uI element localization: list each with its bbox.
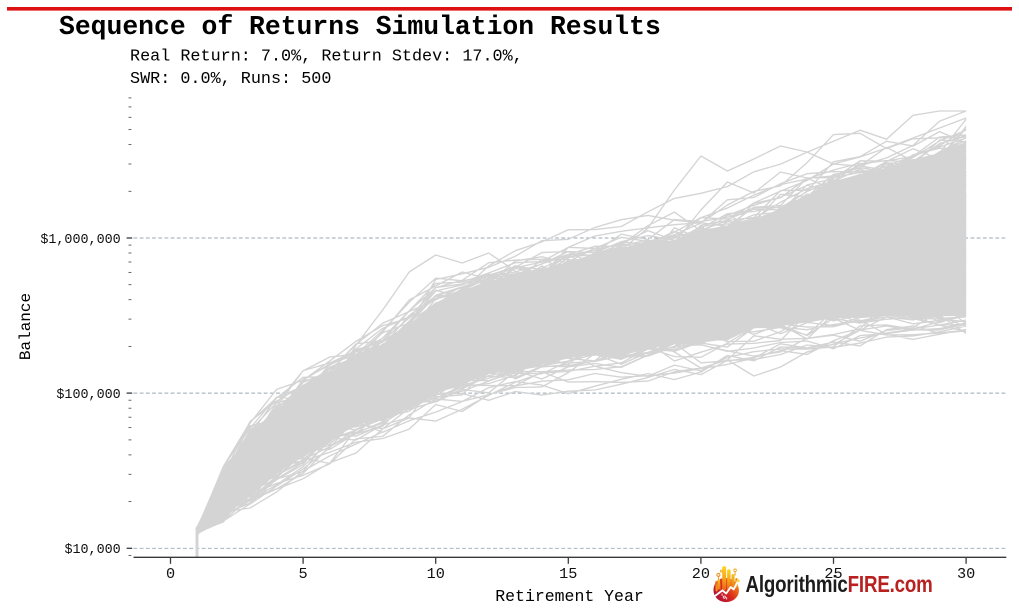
svg-text:5: 5	[299, 565, 308, 583]
svg-text:$10,000: $10,000	[64, 543, 120, 558]
svg-text:Balance: Balance	[17, 293, 35, 360]
svg-text:10: 10	[427, 565, 445, 583]
svg-text:AlgorithmicFIRE.com: AlgorithmicFIRE.com	[746, 572, 933, 597]
svg-text:0: 0	[166, 565, 175, 583]
svg-text:$100,000: $100,000	[56, 388, 120, 403]
svg-text:SWR: 0.0%, Runs: 500: SWR: 0.0%, Runs: 500	[130, 70, 331, 89]
svg-text:Retirement Year: Retirement Year	[495, 587, 644, 606]
svg-text:25: 25	[824, 565, 842, 583]
svg-text:Real Return: 7.0%, Return Stde: Real Return: 7.0%, Return Stdev: 17.0%,	[130, 48, 523, 67]
svg-text:20: 20	[692, 565, 710, 583]
svg-text:$1,000,000: $1,000,000	[40, 233, 120, 248]
svg-text:15: 15	[559, 565, 577, 583]
svg-text:30: 30	[957, 565, 975, 583]
svg-text:Sequence of Returns Simulation: Sequence of Returns Simulation Results	[59, 12, 661, 42]
